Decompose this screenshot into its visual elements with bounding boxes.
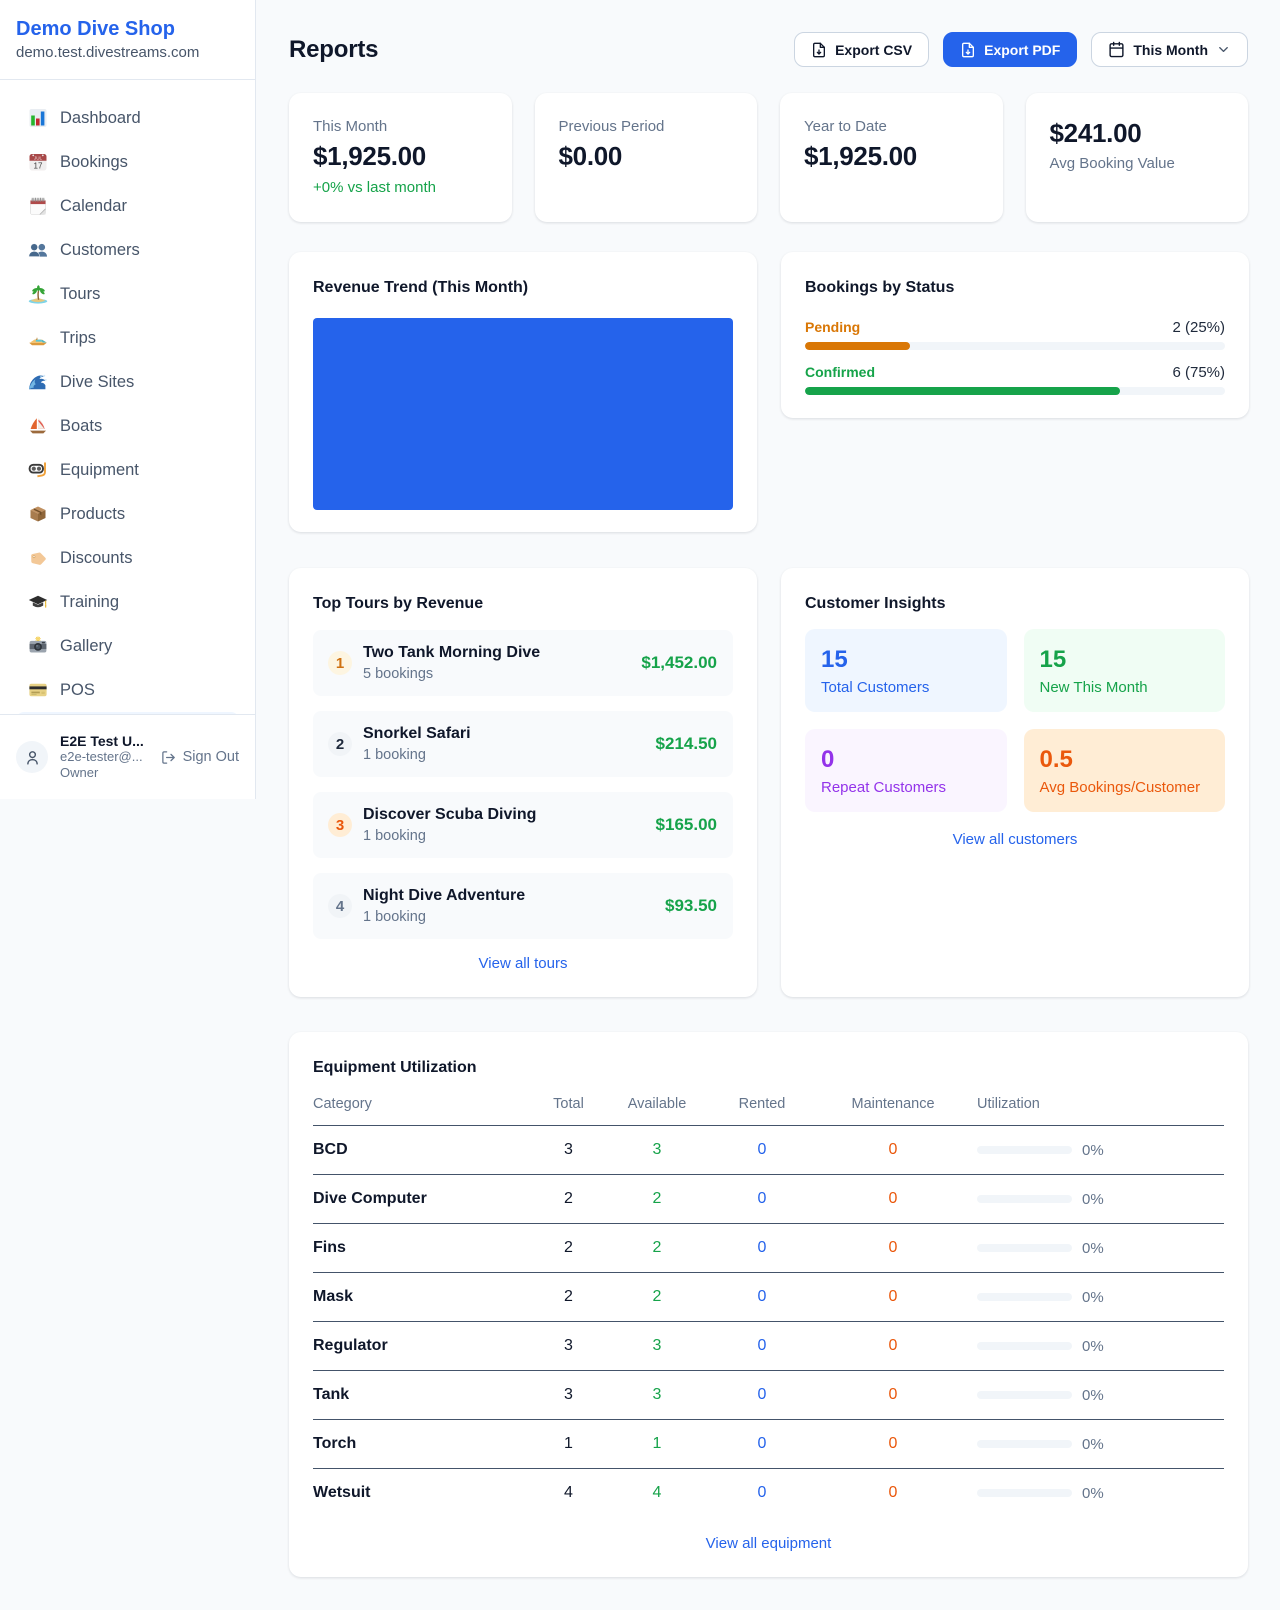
svg-text:JUL: JUL [34, 156, 43, 161]
svg-text:17: 17 [34, 161, 43, 170]
